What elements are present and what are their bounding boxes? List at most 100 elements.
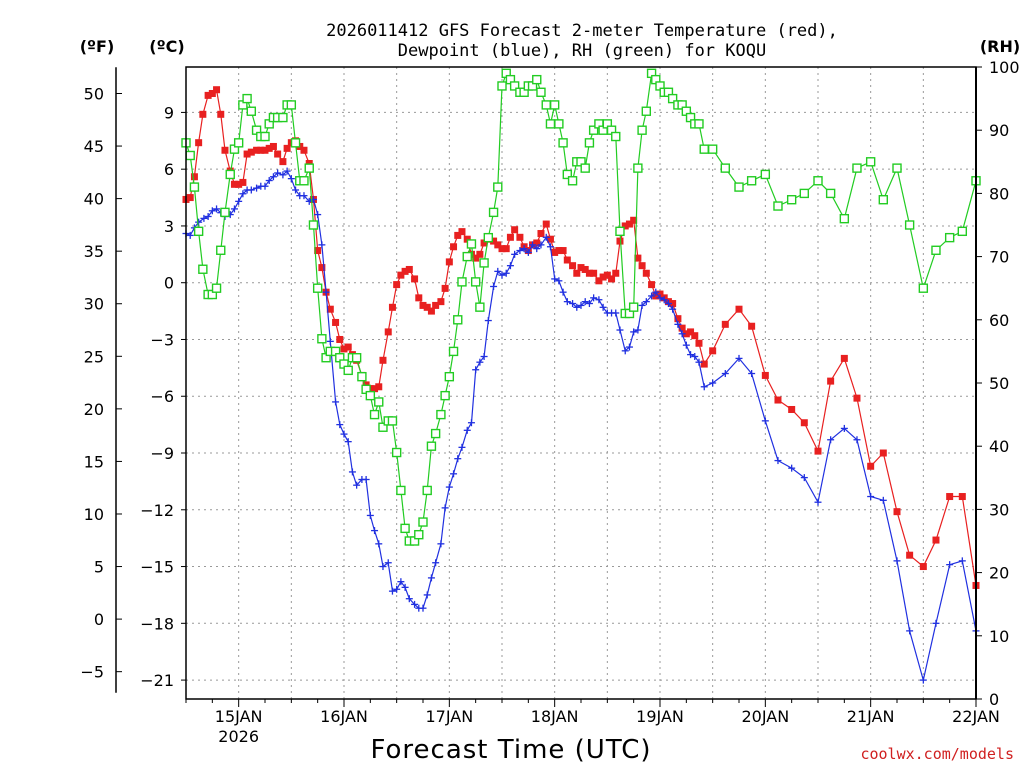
- temperature-point: [336, 335, 344, 343]
- temperature-point: [190, 173, 198, 181]
- f-tick-label: 45: [84, 137, 104, 156]
- temperature-point: [344, 343, 352, 351]
- rh-point: [633, 163, 643, 173]
- temperature-point: [800, 419, 808, 427]
- dewpoint-point: [274, 169, 282, 177]
- temperature-point: [616, 237, 624, 245]
- dewpoint-point: [235, 197, 243, 205]
- dewpoint-point: [213, 205, 221, 213]
- dewpoint-point: [467, 419, 475, 427]
- dewpoint-line: [185, 170, 977, 681]
- rh-point: [760, 169, 771, 180]
- f-tick-label: 35: [84, 242, 104, 261]
- f-tick-label: 10: [84, 505, 104, 524]
- rh-point: [260, 131, 270, 142]
- temperature-point: [642, 269, 650, 277]
- dewpoint-point: [577, 301, 585, 309]
- dewpoint-point: [261, 182, 269, 190]
- temperature-point: [546, 235, 554, 243]
- dewpoint-point: [800, 474, 808, 482]
- temperature-point: [827, 377, 835, 385]
- dewpoint-point: [678, 330, 686, 338]
- temperature-point: [204, 91, 212, 99]
- temperature-point: [213, 86, 221, 94]
- dewpoint-point: [700, 383, 708, 391]
- f-tick-label: 25: [84, 347, 104, 366]
- dewpoint-point: [669, 305, 677, 313]
- rh-point: [414, 529, 424, 540]
- dewpoint-point: [186, 231, 194, 239]
- dewpoint-point: [401, 583, 409, 591]
- rh-point: [825, 188, 836, 199]
- temperature-point: [761, 371, 769, 379]
- dewpoint-point: [524, 248, 532, 256]
- dewpoint-point: [840, 424, 848, 432]
- dewpoint-point: [634, 326, 642, 334]
- dewpoint-point: [867, 493, 875, 501]
- dewpoint-point: [774, 457, 782, 465]
- temperature-point: [695, 339, 703, 347]
- rh-point: [290, 138, 301, 148]
- temperature-point: [840, 354, 848, 362]
- rh-point: [304, 163, 314, 173]
- temperature-point: [634, 254, 642, 262]
- rh-point: [918, 283, 929, 293]
- x-tick-label: 17JAN: [425, 707, 473, 726]
- c-tick-label: −9: [150, 444, 174, 463]
- dewpoint-point: [490, 282, 498, 290]
- rh-point: [536, 87, 546, 97]
- x-tick-label: 18JAN: [531, 707, 579, 726]
- dewpoint-point: [520, 245, 528, 253]
- temperature-point: [494, 241, 502, 249]
- temperature-point: [625, 220, 633, 228]
- dewpoint-point: [336, 421, 344, 429]
- rh-point: [470, 277, 481, 287]
- dewpoint-point: [788, 464, 796, 472]
- celsius-axis: 9 6 3 0 −3 −6 −9 −12 −15 −18 −21: [140, 103, 186, 690]
- dewpoint-point: [427, 574, 435, 582]
- temperature-point: [498, 245, 506, 253]
- dewpoint-point: [405, 595, 413, 603]
- dewpoint-point: [353, 481, 361, 489]
- rh-point: [378, 422, 388, 432]
- rh-point: [562, 169, 573, 180]
- rh-point: [944, 232, 955, 243]
- temperature-point: [340, 345, 348, 353]
- temperature-point: [608, 275, 616, 283]
- c-tick-label: 9: [164, 103, 174, 122]
- x-tick-year: 2026: [218, 727, 259, 746]
- dewpoint-point: [300, 192, 308, 200]
- rh-point: [193, 226, 204, 237]
- dewpoint-point: [200, 214, 208, 222]
- temperature-point: [423, 303, 431, 311]
- rh-point: [233, 138, 244, 148]
- rh-point: [839, 213, 850, 224]
- dewpoint-point: [616, 326, 624, 334]
- temperature-point: [199, 110, 207, 118]
- f-tick-label: 20: [84, 400, 104, 419]
- rh-point: [400, 523, 410, 534]
- rh-point: [694, 119, 704, 129]
- dewpoint-point: [366, 511, 374, 519]
- temperature-point: [682, 330, 690, 338]
- f-tick-label: 30: [84, 295, 104, 314]
- temperature-point: [774, 396, 782, 404]
- dewpoint-point: [463, 426, 471, 434]
- rh-point: [246, 106, 257, 116]
- credit-link[interactable]: coolwx.com/models: [860, 745, 1014, 763]
- temperature-point: [648, 281, 656, 289]
- temperature-point: [239, 178, 247, 186]
- dewpoint-point: [533, 245, 541, 253]
- rh-point: [242, 93, 252, 104]
- rh-point: [707, 144, 718, 154]
- rh-point: [343, 365, 353, 376]
- dewpoint-point: [326, 337, 334, 345]
- rh-point: [497, 81, 507, 91]
- temperature-point: [919, 563, 927, 571]
- rh-point: [299, 176, 309, 186]
- temperature-point: [551, 248, 559, 256]
- temperature-point: [577, 264, 585, 272]
- temperature-point: [932, 536, 940, 544]
